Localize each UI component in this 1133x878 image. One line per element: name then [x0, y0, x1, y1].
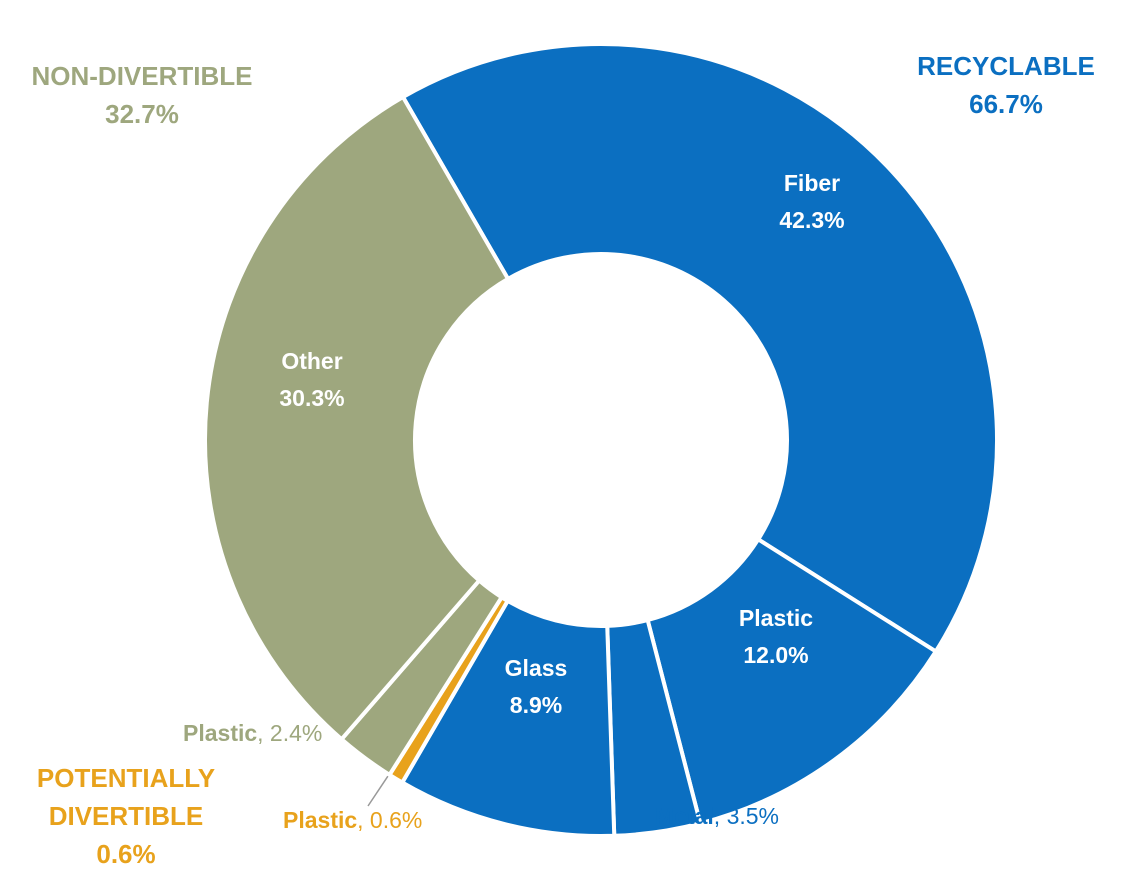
segment-label: Plastic, 0.6%	[283, 807, 422, 833]
segment-value: 8.9%	[510, 692, 562, 718]
group-name: POTENTIALLY DIVERTIBLE	[37, 763, 215, 831]
group-value: 32.7%	[105, 99, 179, 129]
segment-name: Fiber	[784, 170, 840, 196]
group-value: 0.6%	[96, 839, 155, 869]
segment-label: Metal, 3.5%	[655, 803, 779, 829]
segment-name: Other	[281, 348, 342, 374]
segment-name: Glass	[505, 655, 568, 681]
segment-value: 42.3%	[779, 207, 844, 233]
segment-value: 30.3%	[279, 385, 344, 411]
group-value: 66.7%	[969, 89, 1043, 119]
segment-value: , 2.4%	[257, 720, 322, 746]
segment-value: , 0.6%	[357, 807, 422, 833]
segment-name: Plastic	[739, 605, 813, 631]
group-name-line: RECYCLABLE	[917, 51, 1095, 81]
group-name: NON-DIVERTIBLE	[32, 61, 253, 91]
segment-name: Plastic	[283, 807, 357, 833]
donut-segment	[203, 94, 511, 743]
segment-value: 12.0%	[743, 642, 808, 668]
segment-label: Plastic, 2.4%	[183, 720, 322, 746]
segment-name: Metal	[655, 803, 714, 829]
group-name-line: DIVERTIBLE	[49, 801, 204, 831]
group-name: RECYCLABLE	[917, 51, 1095, 81]
group-name-line: POTENTIALLY	[37, 763, 215, 793]
segment-name: Plastic	[183, 720, 257, 746]
group-name-line: NON-DIVERTIBLE	[32, 61, 253, 91]
segment-value: , 3.5%	[714, 803, 779, 829]
donut-segment	[645, 536, 939, 826]
donut-segment	[400, 42, 999, 655]
